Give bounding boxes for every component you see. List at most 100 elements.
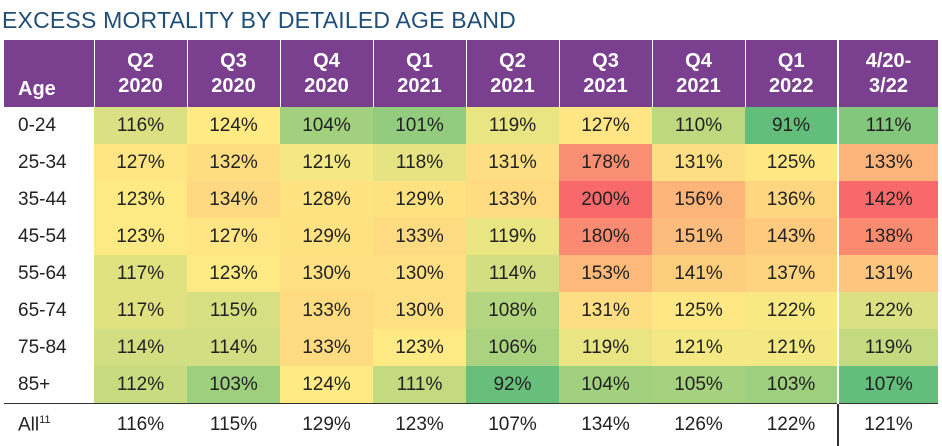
total-cell: 129% [280,404,373,446]
heatmap-cell: 131% [652,144,745,181]
column-header-8: 4/20-3/22 [838,40,938,107]
heatmap-cell: 180% [559,218,652,255]
heatmap-cell: 119% [559,329,652,366]
heatmap-cell: 131% [838,255,938,292]
heatmap-cell: 136% [745,181,838,218]
heatmap-cell: 121% [745,329,838,366]
column-header-line2: 2021 [560,74,652,99]
column-header-line2: 2022 [746,74,838,99]
heatmap-cell: 112% [94,366,187,404]
column-header-line2: 2021 [653,74,745,99]
heatmap-cell: 127% [187,218,280,255]
heatmap-cell: 133% [466,181,559,218]
heatmap-cell: 124% [187,107,280,144]
heatmap-cell: 131% [466,144,559,181]
total-row-label: All11 [4,404,94,446]
heatmap-cell: 153% [559,255,652,292]
heatmap-cell: 133% [838,144,938,181]
heatmap-cell: 101% [373,107,466,144]
heatmap-cell: 117% [94,292,187,329]
column-header-line1: Q3 [188,49,280,74]
heatmap-cell: 129% [280,218,373,255]
row-label: 75-84 [4,329,94,366]
row-label: 45-54 [4,218,94,255]
heatmap-cell: 130% [373,255,466,292]
heatmap-cell: 107% [838,366,938,404]
heatmap-cell: 131% [559,292,652,329]
heatmap-cell: 130% [280,255,373,292]
heatmap-cell: 114% [187,329,280,366]
column-header-line1: Q4 [281,49,373,74]
heatmap-cell: 142% [838,181,938,218]
heatmap-cell: 118% [373,144,466,181]
total-cell: 115% [187,404,280,446]
heatmap-cell: 105% [652,366,745,404]
column-header-line2: 2020 [188,74,280,99]
heatmap-cell: 122% [745,292,838,329]
heatmap-cell: 103% [187,366,280,404]
row-label: 55-64 [4,255,94,292]
row-label: 65-74 [4,292,94,329]
heatmap-cell: 123% [94,181,187,218]
footnote-marker: 11 [39,414,50,426]
heatmap-cell: 133% [280,292,373,329]
heatmap-cell: 133% [373,218,466,255]
heatmap-cell: 123% [187,255,280,292]
heatmap-cell: 151% [652,218,745,255]
heatmap-cell: 110% [652,107,745,144]
heatmap-cell: 108% [466,292,559,329]
heatmap-cell: 115% [187,292,280,329]
row-label: 85+ [4,366,94,404]
heatmap-cell: 127% [94,144,187,181]
heatmap-cell: 178% [559,144,652,181]
heatmap-cell: 124% [280,366,373,404]
row-label: 0-24 [4,107,94,144]
column-header-line1: Q2 [467,49,559,74]
heatmap-cell: 121% [652,329,745,366]
heatmap-cell: 123% [373,329,466,366]
heatmap-cell: 122% [838,292,938,329]
heatmap-cell: 121% [280,144,373,181]
heatmap-cell: 125% [745,144,838,181]
heatmap-cell: 114% [94,329,187,366]
heatmap-cell: 104% [280,107,373,144]
total-cell: 134% [559,404,652,446]
heatmap-cell: 91% [745,107,838,144]
column-header-line2: 2021 [374,74,466,99]
column-header-line1: Q1 [374,49,466,74]
heatmap-cell: 141% [652,255,745,292]
column-header-line1: Q3 [560,49,652,74]
table-row: 85+112%103%124%111%92%104%105%103%107% [4,366,938,404]
heatmap-cell: 114% [466,255,559,292]
column-header-line2: 3/22 [839,74,938,99]
column-header-line1: Q4 [653,49,745,74]
total-cell: 107% [466,404,559,446]
heatmap-cell: 125% [652,292,745,329]
total-cell: 123% [373,404,466,446]
total-cell: 116% [94,404,187,446]
heatmap-cell: 106% [466,329,559,366]
column-header-line1: 4/20- [839,49,938,74]
heatmap-cell: 134% [187,181,280,218]
heatmap-cell: 104% [559,366,652,404]
heatmap-cell: 92% [466,366,559,404]
heatmap-cell: 119% [466,107,559,144]
heatmap-cell: 123% [94,218,187,255]
heatmap-cell: 111% [373,366,466,404]
heatmap-cell: 200% [559,181,652,218]
heatmap-cell: 156% [652,181,745,218]
total-cell: 126% [652,404,745,446]
heatmap-cell: 129% [373,181,466,218]
